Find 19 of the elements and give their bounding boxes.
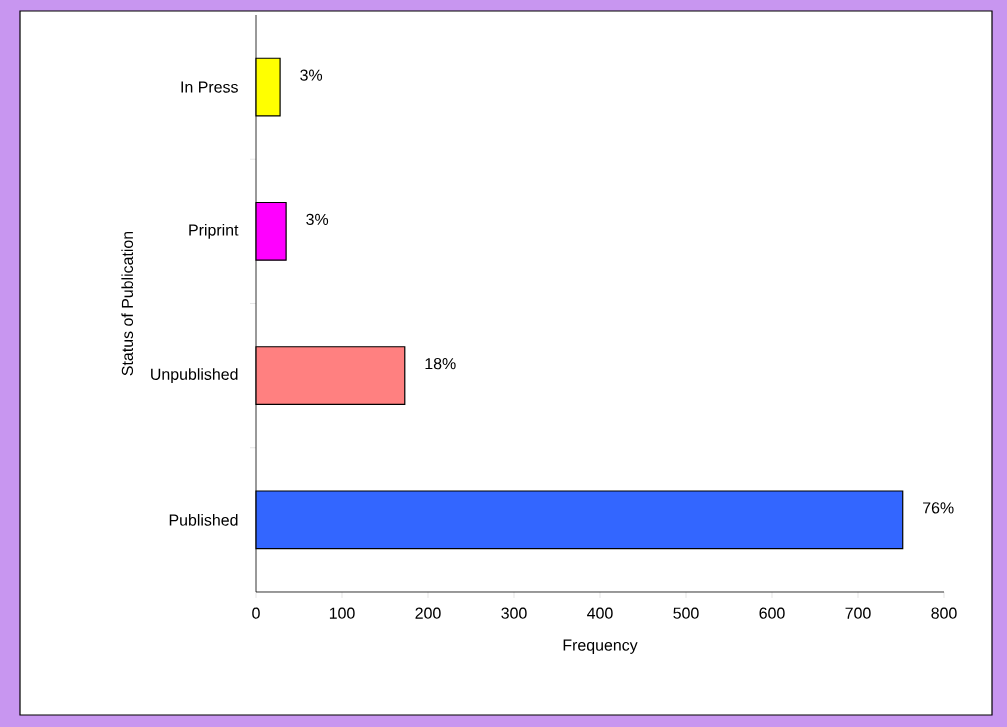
y-tick-label: In Press: [181, 81, 238, 93]
y-tick-label: Priprint: [189, 223, 239, 239]
x-axis-title: Frequency: [563, 639, 638, 654]
x-tick-label: 400: [587, 607, 613, 619]
annotation: 3%: [300, 69, 323, 81]
annotation: 18%: [425, 357, 456, 370]
x-tick-label: 200: [415, 607, 441, 619]
x-tick-label: 0: [252, 607, 260, 619]
x-tick-label: 800: [931, 607, 957, 619]
x-tick-label: 500: [673, 607, 699, 619]
annotation: 76%: [923, 502, 954, 514]
x-tick-label: 600: [759, 607, 785, 619]
x-tick-label: 300: [501, 607, 527, 619]
annotation: 3%: [306, 213, 329, 226]
x-tick-label: 700: [845, 607, 871, 619]
y-tick-label: Published: [169, 514, 238, 526]
y-axis-title: Status of Publication: [121, 231, 134, 376]
y-tick-label: Unpublished: [151, 368, 238, 384]
x-tick-label: 100: [329, 607, 355, 619]
